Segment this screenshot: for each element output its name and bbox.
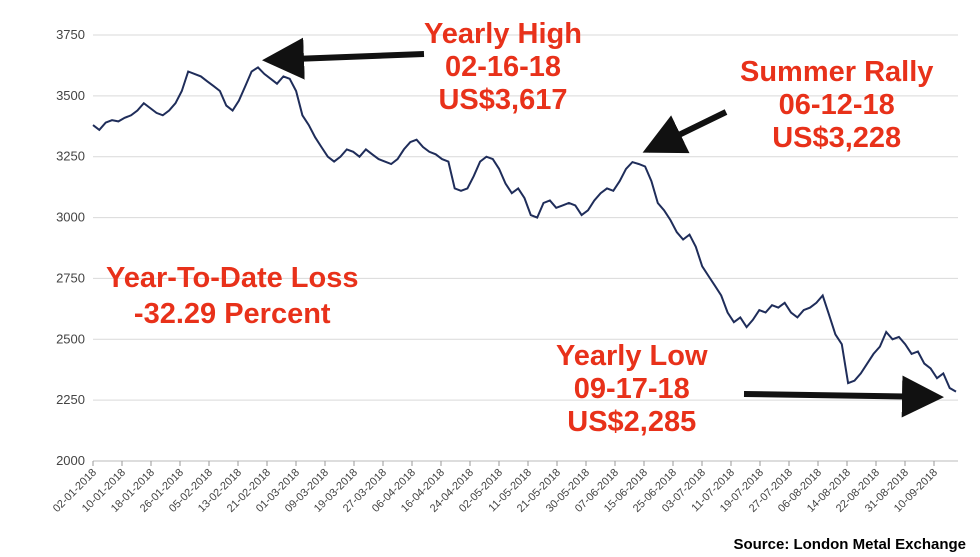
ytd-loss-title: Year-To-Date Loss: [106, 262, 359, 294]
x-axis: [92, 461, 935, 466]
y-tick-label: 2250: [56, 392, 85, 407]
ytd-loss-value: -32.29 Percent: [133, 298, 331, 330]
yearly-low-price: US$2,285: [567, 406, 697, 438]
ytd-loss-annotation: Year-To-Date Loss -32.29 Percent: [106, 260, 358, 332]
yearly-high-date: 02-16-18: [444, 51, 562, 83]
y-tick-label: 3500: [56, 88, 85, 103]
high-arrow: [262, 37, 425, 80]
yearly-low-title: Yearly Low: [556, 340, 708, 372]
yearly-high-title: Yearly High: [424, 18, 582, 50]
yearly-low-annotation: Yearly Low 09-17-18 US$2,285: [556, 340, 708, 439]
y-tick-label: 3750: [56, 27, 85, 42]
yearly-high-price: US$3,617: [438, 84, 568, 116]
summer-rally-title: Summer Rally: [740, 56, 934, 88]
summer-rally-price: US$3,228: [772, 122, 902, 154]
low-arrow: [743, 375, 944, 418]
price-series-line: [92, 66, 957, 393]
y-tick-label: 3000: [56, 210, 85, 225]
y-axis-tick-labels: 2000 2250 2500 2750 3000 3250 3500 3750: [56, 27, 85, 468]
annotation-arrows: [262, 37, 944, 418]
source-credit: Source: London Metal Exchange: [733, 536, 966, 553]
y-tick-label: 2750: [56, 270, 85, 285]
yearly-low-date: 09-17-18: [573, 373, 690, 405]
yearly-high-annotation: Yearly High 02-16-18 US$3,617: [424, 18, 582, 117]
summer-rally-date: 06-12-18: [778, 89, 895, 121]
summer-arrow: [642, 109, 728, 154]
y-tick-label: 2500: [56, 331, 85, 346]
y-tick-label: 3250: [56, 149, 85, 164]
summer-rally-annotation: Summer Rally 06-12-18 US$3,228: [740, 56, 933, 155]
gridlines: [93, 34, 958, 462]
y-tick-label: 2000: [56, 453, 85, 468]
x-axis-tick-labels: 02-01-201810-01-201818-01-201826-01-2018…: [51, 467, 940, 515]
